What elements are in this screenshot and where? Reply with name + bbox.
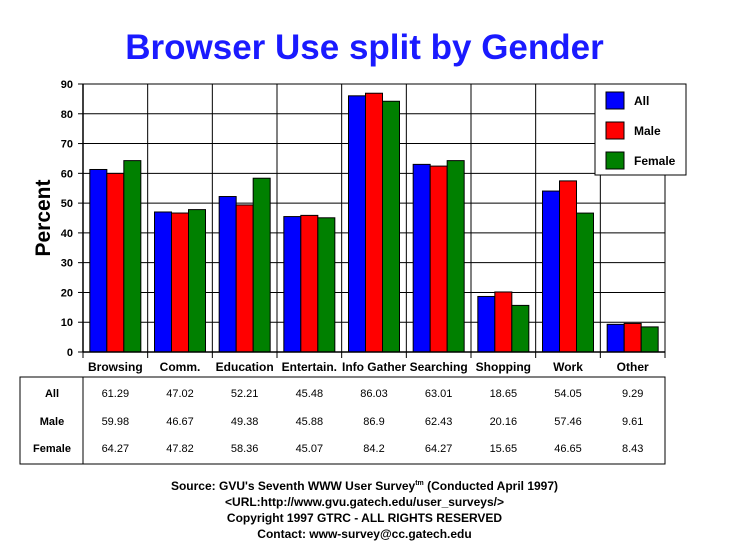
table-cell: 20.16 <box>490 416 518 428</box>
bar-female-4 <box>382 100 400 353</box>
y-tick-label: 90 <box>61 79 73 91</box>
bar-female-0 <box>123 160 142 353</box>
trademark-mark: tm <box>415 480 424 487</box>
y-tick-label: 40 <box>61 228 73 240</box>
legend-swatch-female <box>605 151 625 170</box>
table-cell: 49.38 <box>231 416 259 428</box>
bar-female-8 <box>640 326 659 353</box>
copyright-text: Copyright 1997 GTRC - ALL RIGHTS RESERVE… <box>226 511 503 525</box>
bar-all-0 <box>89 168 108 353</box>
bar-male-4 <box>365 92 383 353</box>
x-tick-label: Work <box>553 360 583 374</box>
table-cell: 84.2 <box>363 443 384 455</box>
table-cell: 54.05 <box>554 388 582 400</box>
y-axis-label: Percent <box>32 179 55 256</box>
footer: Source: GVU's Seventh WWW User Surveytm … <box>0 476 729 542</box>
bar-male-0 <box>106 172 125 353</box>
table-cell: 45.07 <box>296 443 324 455</box>
legend-swatch-male <box>605 121 625 140</box>
y-tick-label: 70 <box>61 139 73 151</box>
table-cell: 62.43 <box>425 416 453 428</box>
source-prefix: Source: GVU's Seventh WWW User Survey <box>170 479 416 493</box>
table-cell: 8.43 <box>622 443 643 455</box>
source-url: <URL:http://www.gvu.gatech.edu/user_surv… <box>225 495 504 509</box>
table-cell: 46.65 <box>554 443 582 455</box>
bar-male-1 <box>171 212 189 353</box>
bar-all-3 <box>283 216 302 353</box>
bar-female-7 <box>576 212 594 353</box>
chart-plot: 0 10 20 30 40 50 60 70 80 90 Browsing Comm. Educatio… <box>19 79 687 465</box>
data-table-border <box>19 376 666 465</box>
x-tick-label: Education <box>216 360 274 374</box>
x-tick-label: Shopping <box>476 360 531 374</box>
bar-male-3 <box>300 214 319 353</box>
bar-all-2 <box>218 196 237 353</box>
table-cell: 18.65 <box>490 388 518 400</box>
legend-swatch-all <box>605 91 625 110</box>
bar-male-6 <box>494 291 513 353</box>
bar-female-6 <box>511 304 530 353</box>
table-cell: 57.46 <box>554 416 582 428</box>
table-cell: 46.67 <box>166 416 194 428</box>
y-tick-label: 20 <box>61 287 73 299</box>
bar-female-3 <box>317 217 336 353</box>
table-cell: 45.88 <box>296 416 324 428</box>
bar-female-1 <box>188 209 206 353</box>
table-row-label: Male <box>40 416 64 428</box>
table-row-label: All <box>45 388 59 400</box>
bar-all-1 <box>154 211 172 353</box>
contact-text: Contact: www-survey@cc.gatech.edu <box>257 527 472 541</box>
legend-label-all: All <box>634 94 649 108</box>
table-cell: 63.01 <box>425 388 453 400</box>
x-tick-label: Other <box>617 360 649 374</box>
x-tick-label: Searching <box>410 360 468 374</box>
table-cell: 47.82 <box>166 443 194 455</box>
bar-male-2 <box>235 204 254 353</box>
bar-female-2 <box>252 177 271 353</box>
y-tick-label: 30 <box>61 258 73 270</box>
table-cell: 9.61 <box>622 416 643 428</box>
y-tick-label: 10 <box>61 317 73 329</box>
table-cell: 52.21 <box>231 388 259 400</box>
table-cell: 45.48 <box>296 388 324 400</box>
chart-title: Browser Use split by Gender <box>125 28 604 67</box>
table-cell: 64.27 <box>425 443 453 455</box>
y-tick-label: 80 <box>61 109 73 121</box>
table-cell: 86.03 <box>360 388 388 400</box>
legend-label-female: Female <box>634 154 676 168</box>
x-tick-label: Browsing <box>88 360 143 374</box>
bar-all-5 <box>412 163 431 353</box>
bar-female-5 <box>446 160 465 353</box>
table-cell: 9.29 <box>622 388 643 400</box>
y-tick-label: 0 <box>67 347 73 359</box>
source-line: Source: GVU's Seventh WWW User Surveytm … <box>0 476 729 494</box>
table-cell: 86.9 <box>363 416 384 428</box>
legend-label-male: Male <box>634 124 661 138</box>
x-tick-label: Comm. <box>160 360 201 374</box>
table-cell: 61.29 <box>102 388 130 400</box>
bar-all-4 <box>348 95 366 353</box>
y-tick-label: 50 <box>61 198 73 210</box>
bar-all-6 <box>477 295 496 353</box>
x-tick-label: Entertain. <box>282 360 337 374</box>
bar-male-7 <box>559 180 577 353</box>
table-cell: 64.27 <box>102 443 130 455</box>
table-cell: 47.02 <box>166 388 194 400</box>
table-row-label: Female <box>33 443 71 455</box>
source-suffix: (Conducted April 1997) <box>423 479 559 493</box>
y-tick-label: 60 <box>61 168 73 180</box>
bar-male-8 <box>623 322 642 353</box>
x-tick-label: Info Gather <box>342 360 406 374</box>
table-cell: 59.98 <box>102 416 130 428</box>
table-cell: 58.36 <box>231 443 259 455</box>
bar-all-7 <box>542 190 560 353</box>
bar-all-8 <box>606 323 625 353</box>
table-cell: 15.65 <box>490 443 518 455</box>
bar-male-5 <box>429 165 448 353</box>
